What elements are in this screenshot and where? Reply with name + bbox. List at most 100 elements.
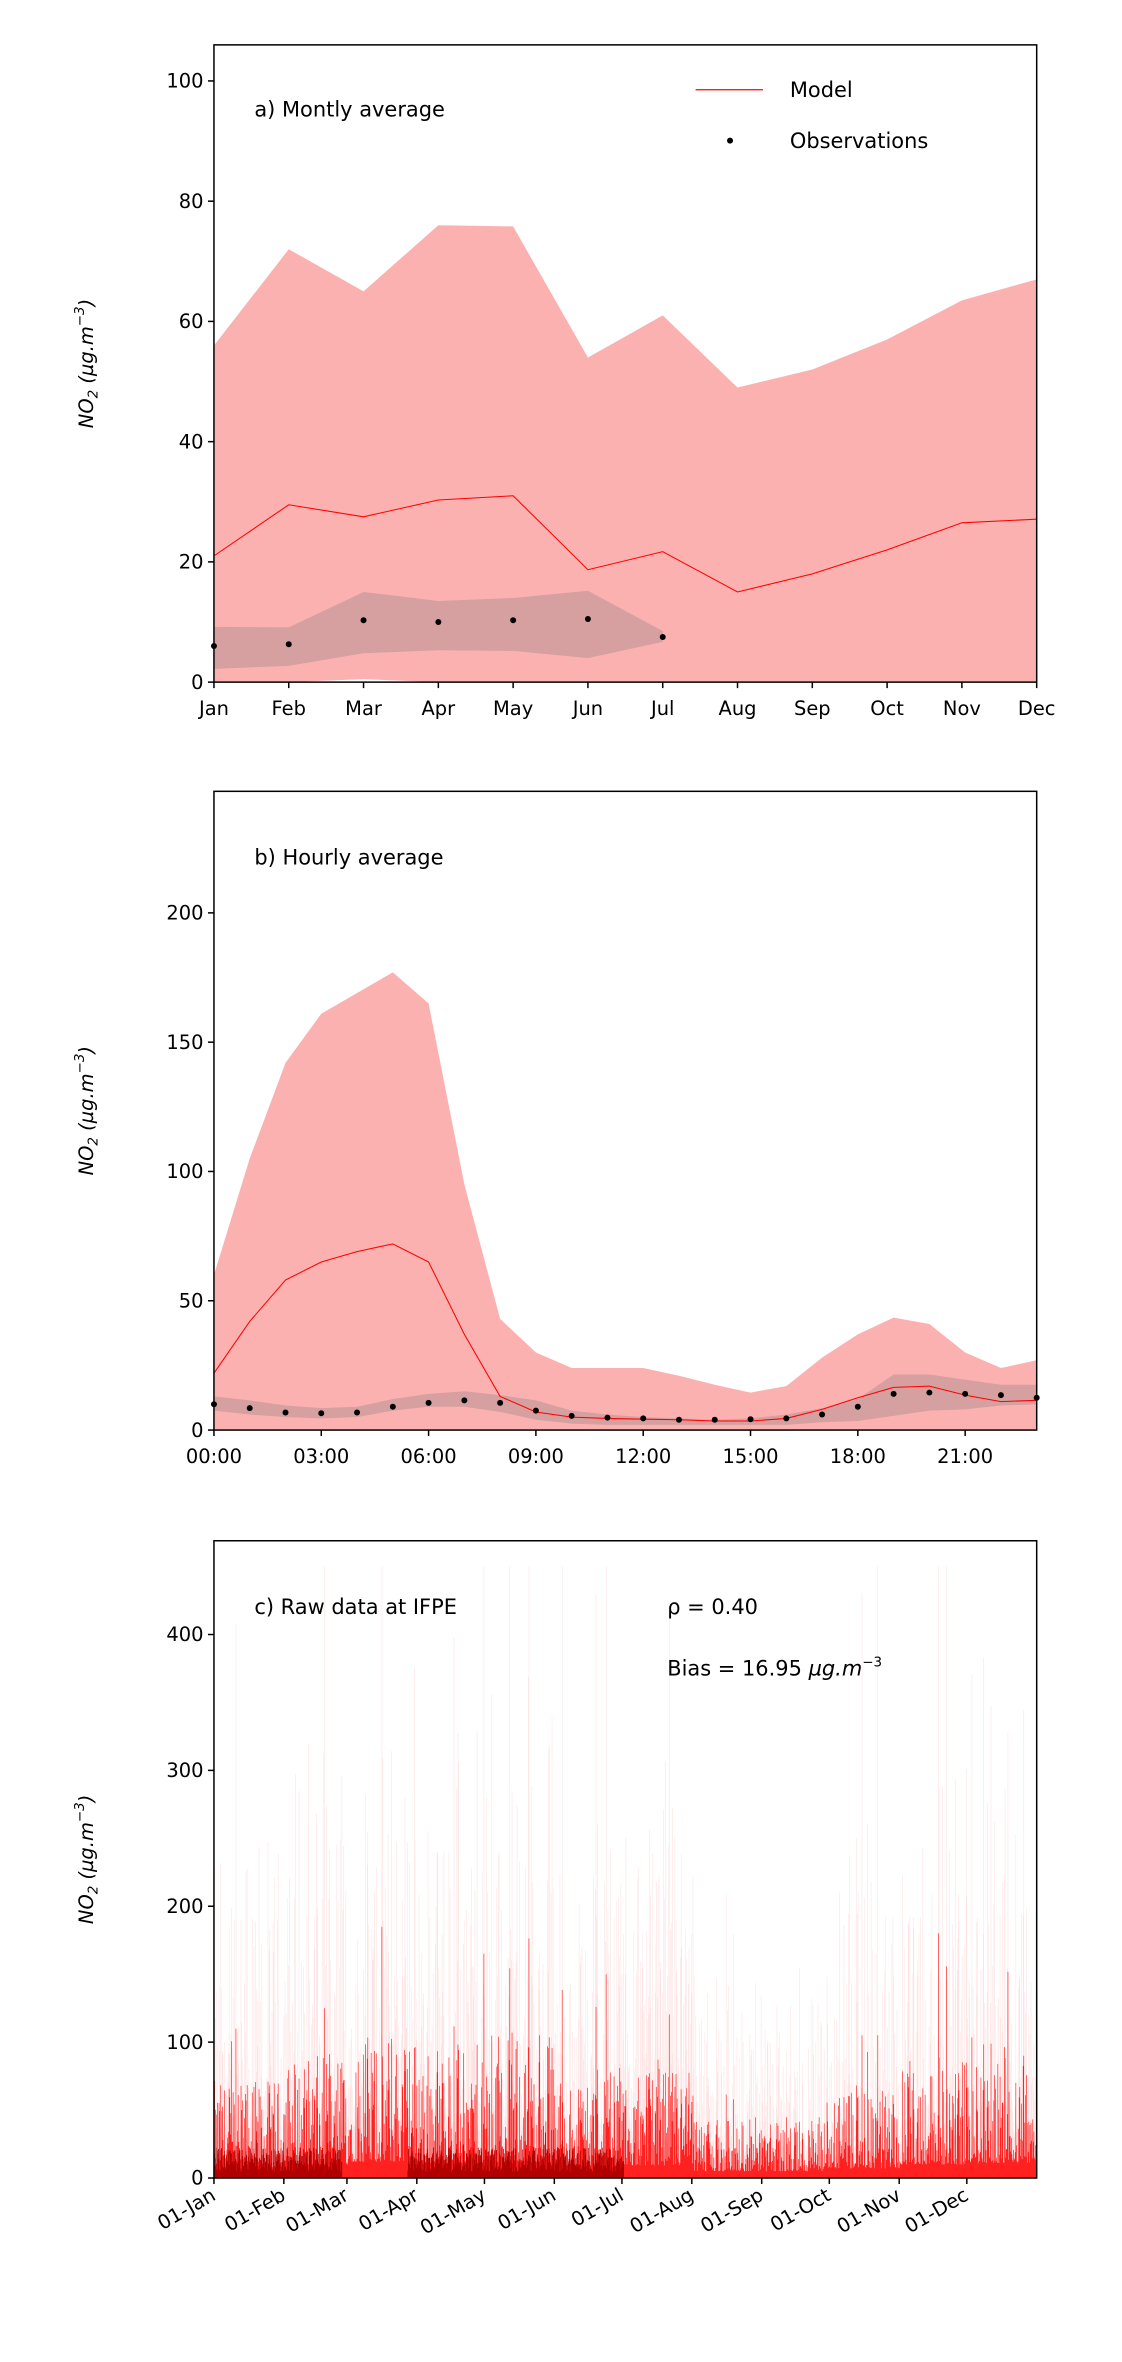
observation-point (461, 1397, 468, 1404)
x-tick-label: Dec (1018, 697, 1056, 720)
bias-unit: µg.m (808, 1656, 863, 1680)
y-tick-label: 20 (179, 551, 204, 574)
y-label-sub: 2 (86, 1886, 101, 1895)
plot-area: 0 20 40 60 80 100 NO2 (µg.m−3) Jan Feb Mar Apr May J… (73, 44, 1056, 720)
observation-point (675, 1416, 682, 1423)
panel-a-monthly: 0 20 40 60 80 100 NO2 (µg.m−3) Jan Feb Mar Apr May J… (73, 44, 1056, 720)
model-line (213, 495, 1037, 593)
x-tick-label: 01-Apr (355, 2183, 423, 2235)
observation-point (360, 617, 367, 624)
y-tick-label: 0 (191, 2167, 203, 2190)
observation-point (783, 1415, 790, 1422)
x-tick-label: 01-Mar (282, 2183, 353, 2237)
observation-point (747, 1416, 754, 1423)
y-tick-label: 100 (166, 2031, 203, 2054)
x-tick-label: 01-Jul (567, 2183, 627, 2231)
y-label-sub: 2 (86, 390, 101, 399)
observation-point (962, 1390, 969, 1397)
y-axis-label: NO2 (µg.m−3) (73, 1046, 101, 1175)
y-label-sup: −3 (73, 306, 88, 326)
observation-point (354, 1409, 361, 1416)
y-tick-label: 0 (191, 1419, 203, 1442)
model-spread-series (213, 1566, 1037, 2179)
y-label-close: ) (75, 1795, 98, 1805)
panel-a-title: a) Montly average (254, 98, 445, 122)
observation-point (890, 1390, 897, 1397)
correlation-label: ρ = 0.40 (667, 1595, 758, 1619)
x-tick-label: 01-Jan (154, 2183, 220, 2234)
x-tick-label: 12:00 (615, 1445, 671, 1468)
y-tick-label: 0 (191, 671, 203, 694)
x-tick-label: 15:00 (723, 1445, 779, 1468)
bias-label: Bias = 16.95 µg.m−3 (667, 1655, 882, 1680)
x-tick-label: May (493, 697, 533, 720)
observation-point (926, 1389, 933, 1396)
y-label-unit: (µg.m (75, 1822, 98, 1886)
x-tick-label: Sep (794, 697, 831, 720)
y-tick-label: 400 (166, 1623, 203, 1646)
model-range-band (213, 972, 1037, 1431)
x-tick-label: 06:00 (401, 1445, 457, 1468)
observation-point (246, 1405, 253, 1412)
observation-point (854, 1403, 861, 1410)
observation-point (282, 1409, 289, 1416)
observation-point (568, 1412, 575, 1419)
y-label-main: NO (75, 1894, 98, 1924)
observation-point (285, 641, 292, 648)
x-tick-label: Jun (572, 697, 603, 720)
y-axis-label: NO2 (µg.m−3) (73, 299, 101, 428)
y-tick-label: 200 (166, 902, 203, 925)
plot-area: 0 50 100 150 200 NO2 (µg.m−3) 00:00 03:00 06:00 0… (73, 790, 1040, 1468)
axes-frame (213, 1540, 1038, 2179)
observation-point (997, 1392, 1004, 1399)
y-tick-label: 50 (179, 1289, 204, 1312)
x-tick-label: 09:00 (508, 1445, 564, 1468)
observation-point (711, 1416, 718, 1423)
y-tick-label: 300 (166, 1759, 203, 1782)
observation-range-band (213, 590, 663, 669)
y-label-sup: −3 (73, 1054, 88, 1074)
y-label-unit: (µg.m (75, 1073, 98, 1137)
legend: Model Observations (695, 78, 928, 153)
panel-c-title: c) Raw data at IFPE (254, 1595, 457, 1619)
observation-point (510, 617, 517, 624)
x-tick-label: 01-Jun (494, 2183, 560, 2235)
y-tick-label: 40 (179, 430, 204, 453)
model-line (213, 1243, 1037, 1422)
x-tick-label: Feb (272, 697, 306, 720)
y-axis-label: NO2 (µg.m−3) (73, 1795, 101, 1924)
panel-b-hourly: 0 50 100 150 200 NO2 (µg.m−3) 00:00 03:00 06:00 0… (73, 790, 1040, 1468)
observation-point (497, 1399, 504, 1406)
observation-point (584, 616, 591, 622)
y-label-main: NO (75, 398, 98, 428)
x-tick-label: 00:00 (186, 1445, 242, 1468)
x-tick-label: Mar (345, 697, 382, 720)
y-tick-label: 150 (166, 1031, 203, 1054)
x-tick-label: Nov (943, 697, 981, 720)
y-label-main: NO (75, 1146, 98, 1176)
y-label-close: ) (75, 1046, 98, 1056)
legend-model-label: Model (790, 78, 853, 102)
y-label-unit: (µg.m (75, 326, 98, 390)
axes-frame (213, 790, 1038, 1431)
x-tick-label: 01-Oct (766, 2183, 835, 2236)
x-tick-label: Jul (650, 697, 674, 720)
bias-value: Bias = 16.95 (667, 1656, 808, 1680)
x-tick-label: 03:00 (293, 1445, 349, 1468)
observation-point (659, 634, 666, 641)
x-tick-label: 18:00 (830, 1445, 886, 1468)
panel-b-title: b) Hourly average (254, 846, 443, 870)
x-tick-label: 01-Feb (221, 2183, 290, 2236)
x-tick-label: 01-Sep (696, 2183, 767, 2237)
y-label-close: ) (75, 299, 98, 309)
observation-point (425, 1399, 432, 1406)
x-tick-label: 01-Aug (626, 2183, 697, 2238)
y-tick-label: 100 (166, 1160, 203, 1183)
y-label-sub: 2 (86, 1137, 101, 1146)
x-tick-label: Apr (422, 697, 456, 720)
x-tick-label: 01-Nov (833, 2183, 905, 2238)
axes-frame (213, 44, 1038, 683)
